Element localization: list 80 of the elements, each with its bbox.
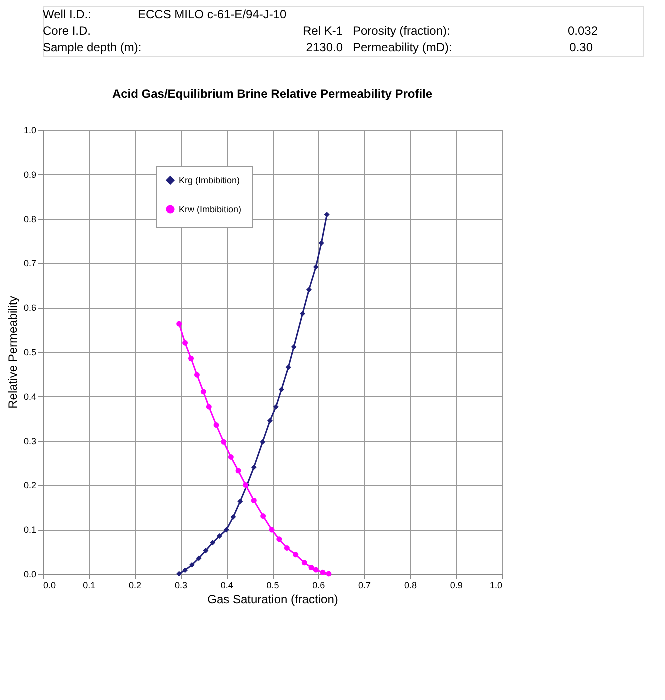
- point: [216, 534, 222, 539]
- point: [286, 364, 292, 370]
- text: Sample depth (m):: [43, 40, 142, 55]
- point: [260, 439, 266, 445]
- y-tick-label: 0.5: [24, 348, 36, 358]
- point: [293, 552, 299, 558]
- point: [188, 356, 194, 362]
- point: [194, 372, 200, 378]
- point: [273, 404, 279, 410]
- point: [182, 340, 188, 346]
- point: [206, 404, 212, 410]
- x-tick-label: 0.0: [44, 580, 56, 590]
- point: [251, 464, 257, 470]
- point: [318, 240, 324, 246]
- point: [324, 212, 330, 218]
- y-tick-label: 0.3: [24, 436, 36, 446]
- text: Rel K-1: [302, 24, 344, 38]
- point: [221, 439, 227, 445]
- y-tick-label: 0.6: [24, 303, 36, 314]
- x-tick-label: 0.3: [174, 580, 188, 590]
- point: [308, 565, 314, 571]
- text: ECCS MILO c-61-E/94-J-10: [138, 7, 288, 22]
- x-tick-label: 0.2: [129, 580, 142, 590]
- point: [176, 571, 182, 577]
- point: [306, 287, 312, 293]
- x-tick-label: 0.4: [220, 580, 234, 590]
- point: [276, 536, 282, 542]
- point: [214, 422, 220, 428]
- point: [320, 570, 326, 576]
- point: [189, 562, 195, 568]
- point: [203, 548, 209, 554]
- text: 0.032: [568, 24, 598, 38]
- point: [284, 546, 290, 551]
- x-tick-label: 0.6: [312, 580, 326, 590]
- y-axis-title: Relative Permeability: [6, 296, 20, 409]
- point: [224, 527, 230, 533]
- point: [278, 387, 284, 392]
- y-tick-label: 0.7: [24, 258, 36, 269]
- point: [238, 498, 244, 504]
- point: [326, 571, 332, 577]
- point: [230, 514, 236, 520]
- point: [267, 418, 273, 424]
- point: [236, 468, 242, 474]
- point: [260, 514, 266, 520]
- y-tick-label: 0.9: [24, 170, 36, 180]
- x-tick-label: 0.7: [358, 580, 372, 590]
- legend-label: Krw (Imbibition): [179, 204, 242, 214]
- y-tick-label: 0.4: [24, 392, 36, 402]
- x-tick-label: 0.8: [404, 580, 417, 590]
- text: Permeability (mD):: [353, 40, 452, 55]
- text: Well I.D.:: [43, 7, 92, 22]
- y-tick-label: 0.0: [24, 570, 36, 580]
- point: [182, 568, 188, 574]
- point: [313, 264, 319, 270]
- y-tick-label: 0.8: [24, 214, 36, 224]
- point: [176, 321, 182, 327]
- text: 0.30: [570, 40, 594, 55]
- x-axis-title: Gas Saturation (fraction): [208, 592, 338, 606]
- point: [291, 344, 297, 350]
- point: [251, 498, 257, 504]
- point: [210, 540, 216, 546]
- text: 2130.0: [306, 40, 344, 55]
- chart-title: Acid Gas/Equilibrium Brine Relative Permeability Profile: [112, 87, 433, 101]
- text: Porosity (fraction):: [353, 24, 450, 38]
- x-tick-label: 0.1: [83, 580, 96, 590]
- x-tick-label: 1.0: [490, 580, 502, 590]
- y-tick-label: 0.1: [24, 525, 36, 536]
- text: Core I.D.: [43, 24, 92, 38]
- point: [302, 560, 308, 566]
- y-tick-label: 0.2: [24, 480, 36, 491]
- x-tick-label: 0.5: [266, 580, 280, 590]
- point: [269, 527, 275, 533]
- point: [313, 567, 319, 573]
- point: [200, 389, 206, 395]
- legend-label: Krg (Imbibition): [179, 176, 240, 186]
- point: [196, 556, 202, 562]
- point: [228, 454, 234, 460]
- x-tick-label: 0.9: [450, 580, 463, 590]
- y-tick-label: 1.0: [24, 126, 36, 136]
- point: [300, 311, 306, 317]
